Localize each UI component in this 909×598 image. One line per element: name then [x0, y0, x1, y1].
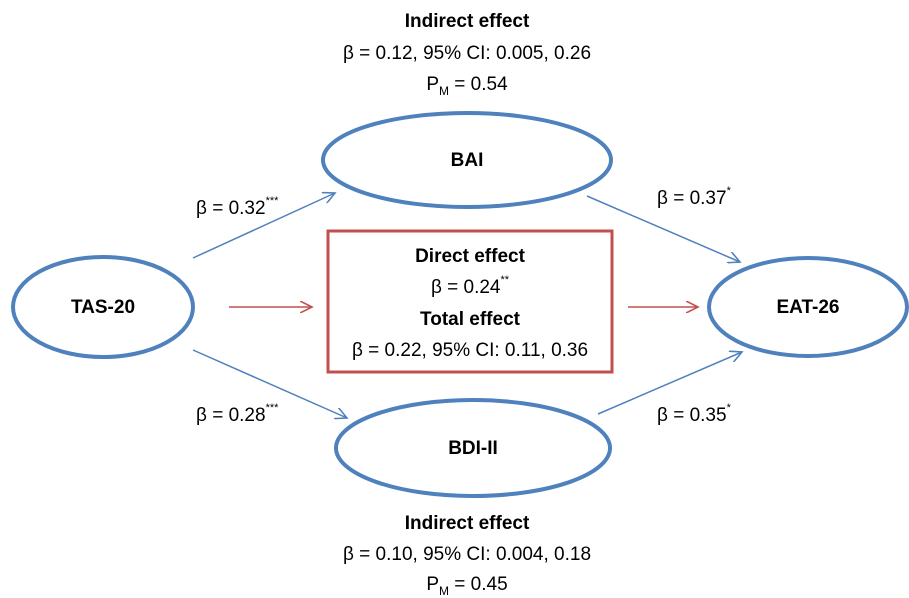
pm-prefix: P	[426, 74, 440, 95]
path-coef: β = 0.32	[196, 198, 266, 219]
significance-mark: *	[726, 402, 731, 414]
arrow-bdi-to-eat	[597, 352, 742, 415]
top-indirect-stats: β = 0.12, 95% CI: 0.005, 0.26	[342, 43, 592, 64]
node-label-tas20: TAS-20	[70, 297, 136, 318]
path-label-bai-eat: β = 0.37*	[657, 186, 731, 209]
node-tas20	[11, 255, 195, 359]
arrow-tas-to-bai	[192, 193, 335, 259]
node-label-bdi: BDI-II	[448, 438, 498, 459]
path-coef: β = 0.28	[196, 405, 266, 426]
significance-mark: *	[726, 185, 731, 197]
direct-effect-value: β = 0.24**	[430, 275, 509, 298]
top-indirect-heading: Indirect effect	[404, 11, 530, 32]
bottom-indirect-stats: β = 0.10, 95% CI: 0.004, 0.18	[342, 544, 592, 565]
arrow-bai-to-eat	[586, 195, 740, 262]
pm-prefix: P	[426, 574, 440, 595]
path-coef: β = 0.35	[657, 405, 727, 426]
path-label-bdi-eat: β = 0.35*	[657, 403, 731, 426]
node-bdi	[334, 398, 612, 498]
path-label-tas-bai: β = 0.32***	[196, 196, 278, 219]
arrow-tas-to-bdi	[192, 349, 347, 418]
pm-subscript: M	[439, 584, 450, 598]
node-label-eat26: EAT-26	[776, 297, 840, 318]
node-bai	[321, 111, 613, 209]
significance-mark: ***	[265, 195, 279, 207]
significance-mark: ***	[265, 402, 279, 414]
direct-coef: β = 0.24	[430, 277, 501, 298]
path-label-tas-bdi: β = 0.28***	[196, 403, 278, 426]
effect-box	[326, 229, 614, 374]
bottom-indirect-pm: PM = 0.45	[426, 574, 508, 597]
total-effect-value: β = 0.22, 95% CI: 0.11, 0.36	[351, 340, 589, 361]
pm-value: = 0.45	[449, 574, 508, 595]
top-indirect-pm: PM = 0.54	[426, 74, 508, 97]
node-eat26	[707, 256, 909, 358]
direct-effect-heading: Direct effect	[415, 246, 525, 267]
pm-subscript: M	[439, 84, 450, 98]
bottom-indirect-heading: Indirect effect	[404, 513, 530, 534]
pm-value: = 0.54	[449, 74, 508, 95]
significance-mark: **	[500, 274, 510, 286]
node-label-bai: BAI	[450, 150, 484, 171]
path-coef: β = 0.37	[657, 188, 727, 209]
total-effect-heading: Total effect	[420, 309, 520, 330]
